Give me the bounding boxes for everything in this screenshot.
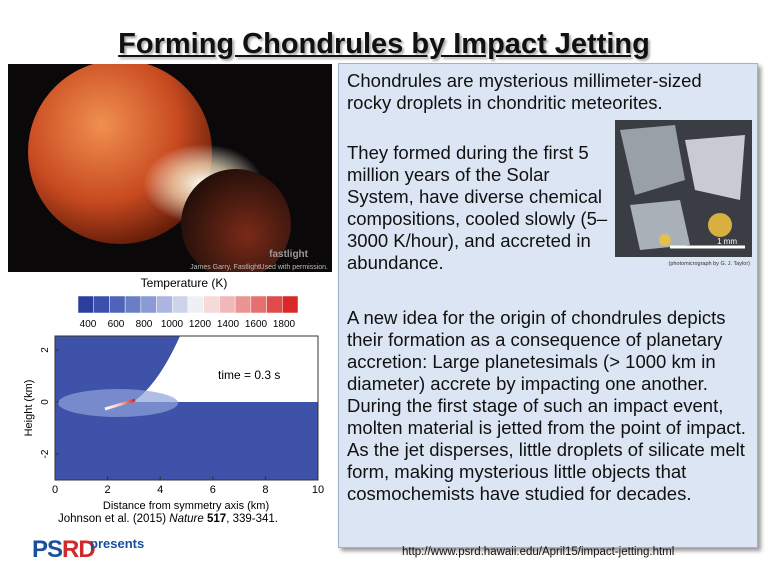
x-tick-label: 0: [52, 484, 58, 496]
grain: [685, 135, 745, 200]
colorbar-cell: [234, 295, 252, 314]
watermark: fastlight: [269, 249, 309, 260]
colorbar-cell: [109, 295, 126, 314]
hot-halo: [58, 389, 178, 417]
y-tick-label: 2: [40, 347, 51, 353]
x-tick-label: 6: [210, 484, 216, 496]
simulation-figure: Temperature (K) time = 0.3 s Distance fr…: [8, 275, 332, 531]
micrograph-credit: (photomicrograph by G. J. Taylor): [668, 261, 750, 267]
impactor-region: [55, 336, 180, 402]
colorbar-tick: 400: [80, 319, 97, 330]
annotation: time = 0.3 s: [218, 368, 280, 382]
colorbar-cell: [77, 295, 94, 314]
colorbar-cell: [250, 295, 267, 314]
colorbar-tick: 1200: [189, 319, 212, 330]
grain: [620, 125, 685, 195]
colorbar-cell: [156, 295, 173, 314]
colorbar-cell: [219, 295, 236, 314]
paragraph: They formed during the first 5 million y…: [347, 142, 608, 273]
paragraph: A new idea for the origin of chondrules …: [347, 307, 746, 504]
colorbar-cell: [282, 295, 299, 314]
url: http://www.psrd.hawaii.edu/April15/impac…: [402, 546, 675, 558]
photo-permission: Used with permission.: [260, 264, 329, 271]
x-label: Distance from symmetry axis (km): [103, 500, 269, 512]
y-label: Height (km): [23, 380, 35, 437]
colorbar-cell: [124, 295, 142, 314]
colorbar-cell: [93, 295, 110, 314]
caption: Johnson et al. (2015) Nature 517, 339-34…: [58, 513, 278, 525]
impact-photo: fastlight James Garry, Fastlight Used wi…: [8, 64, 332, 272]
colorbar-tick: 1600: [245, 319, 268, 330]
logo-part: PS: [32, 536, 63, 563]
colorbar-cell: [172, 295, 189, 314]
colorbar-cell: [203, 295, 220, 314]
jet: [104, 398, 136, 411]
logo-tagline: presents: [90, 536, 145, 551]
micrograph: 1 mm (photomicrograph by G. J. Taylor): [615, 120, 752, 267]
colorbar-tick: 800: [136, 319, 153, 330]
colorbar-tick: 1800: [273, 319, 296, 330]
y-tick-label: 0: [40, 399, 51, 405]
colorbar-cell: [266, 295, 283, 314]
colorbar-cell: [187, 295, 204, 314]
colorbar-tick: 600: [108, 319, 125, 330]
x-tick-label: 10: [312, 484, 324, 496]
y-tick-label: -2: [40, 449, 51, 458]
text-panel: Chondrules are mysterious millimeter-siz…: [338, 63, 758, 548]
grain: [708, 213, 732, 237]
logo-part: RD: [62, 536, 96, 563]
paragraph: Chondrules are mysterious millimeter-siz…: [347, 70, 702, 113]
caption-pages: , 339-341.: [226, 513, 278, 525]
scale-label: 1 mm: [717, 237, 737, 246]
grain: [659, 234, 671, 246]
logo: PSRD: [32, 536, 96, 564]
x-tick-label: 8: [262, 484, 268, 496]
grain: [630, 200, 690, 250]
colorbar-tick: 1400: [217, 319, 240, 330]
colorbar-tick: 1000: [161, 319, 184, 330]
photo-credit: James Garry, Fastlight: [190, 264, 260, 271]
caption-volume: 517: [204, 513, 226, 525]
caption-journal: Nature: [169, 513, 204, 525]
colorbar-cell: [140, 295, 157, 314]
plot-frame: [54, 335, 319, 481]
caption-part: Johnson et al. (2015): [58, 513, 169, 525]
slide-title: Forming Chondrules by Impact Jetting: [118, 28, 650, 60]
colorbar-title: Temperature (K): [141, 276, 228, 290]
x-tick-label: 4: [157, 484, 163, 496]
small-planet: [181, 169, 291, 272]
x-tick-label: 2: [105, 484, 111, 496]
